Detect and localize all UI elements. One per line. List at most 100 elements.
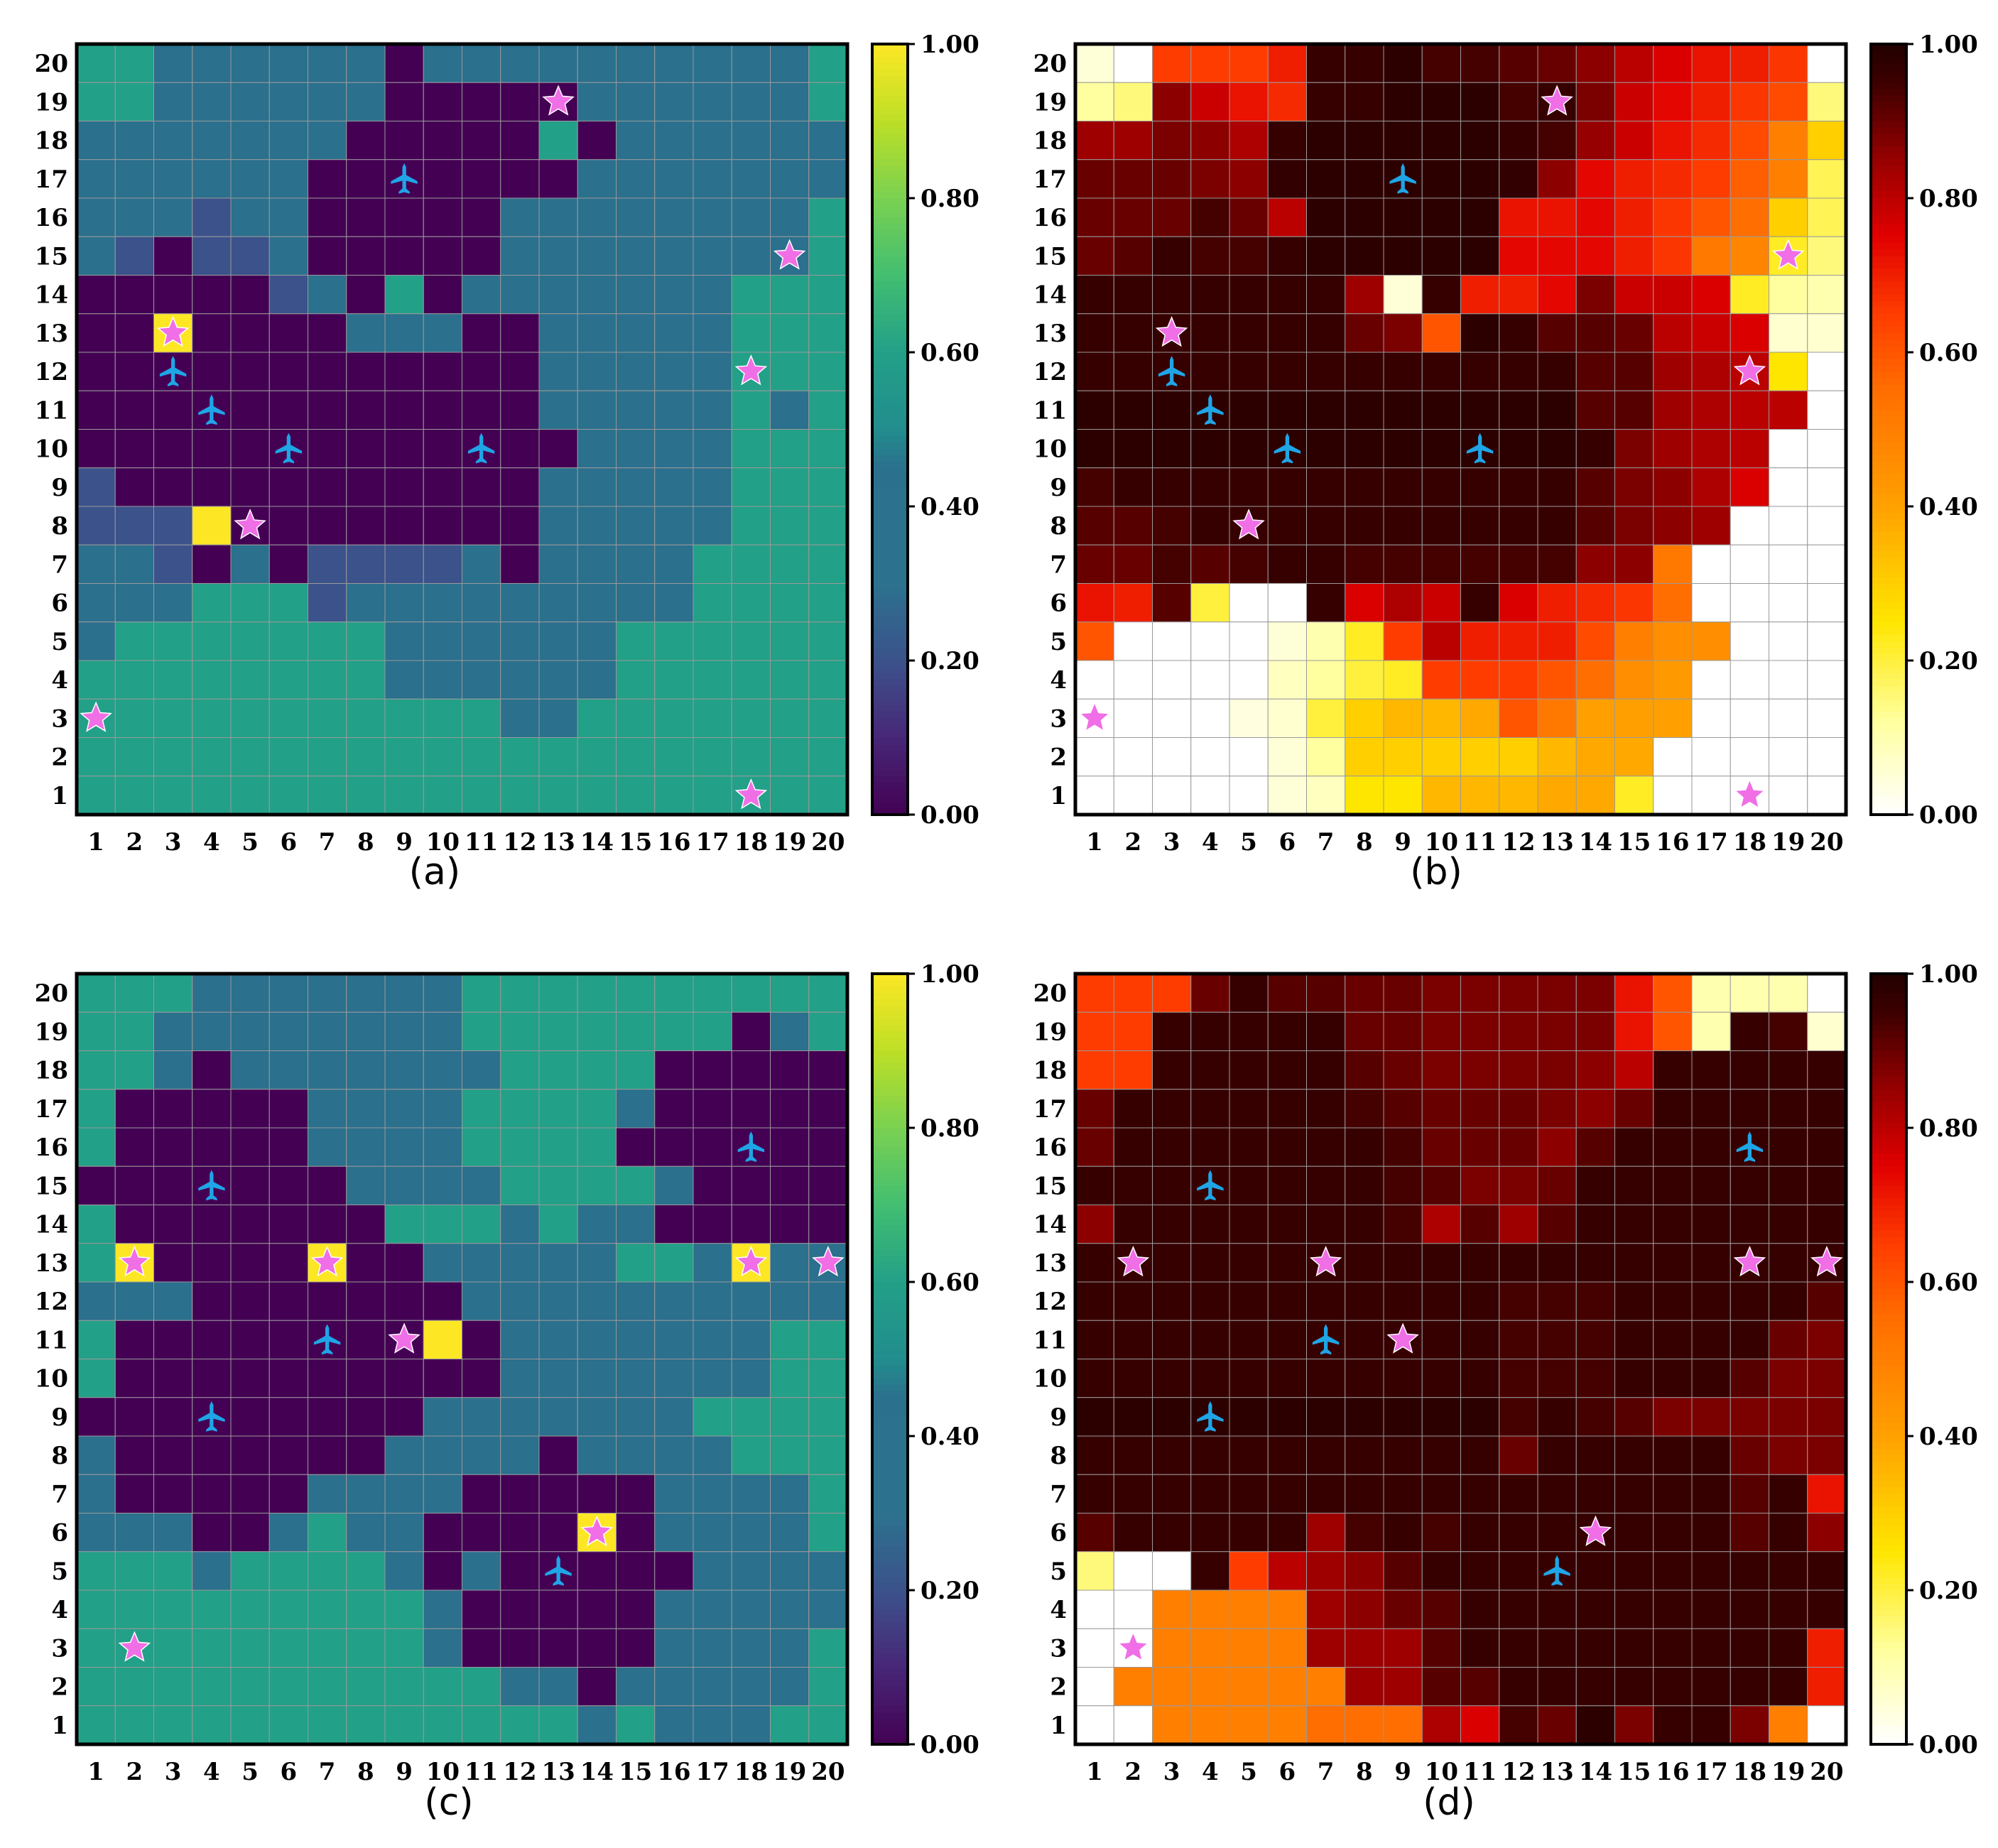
heatmap-cell <box>1152 973 1192 1013</box>
heatmap-cell <box>1113 776 1153 815</box>
heatmap-cell <box>1190 159 1230 199</box>
heatmap-cell <box>268 1513 308 1553</box>
heatmap-cell <box>1653 660 1693 700</box>
heatmap-cell <box>1075 1513 1114 1553</box>
colorbar-segment <box>872 596 908 604</box>
heatmap-cell <box>308 1705 347 1745</box>
heatmap-cell <box>693 1011 732 1051</box>
heatmap-cell <box>1575 1589 1615 1629</box>
heatmap-cell <box>1421 776 1461 815</box>
heatmap-cell <box>268 1320 308 1359</box>
heatmap-cell <box>230 1205 270 1244</box>
y-tick-label: 19 <box>1033 1018 1067 1046</box>
heatmap-cell <box>538 1281 578 1321</box>
heatmap-cell <box>192 1589 232 1629</box>
y-tick-label: 11 <box>1033 396 1067 425</box>
x-tick-label: 17 <box>695 828 729 857</box>
heatmap-cell <box>1113 1397 1153 1437</box>
heatmap-cell <box>1383 737 1423 777</box>
heatmap-cell <box>538 1397 578 1437</box>
heatmap-cell <box>384 236 424 276</box>
colorbar-segment <box>1871 159 1906 167</box>
colorbar-segment <box>1871 1500 1906 1508</box>
heatmap-cell <box>1499 1050 1538 1090</box>
colorbar-segment <box>872 44 908 51</box>
heatmap-cell <box>1575 313 1615 353</box>
heatmap-cell <box>230 429 270 469</box>
target-star-icon <box>1579 1515 1612 1546</box>
heatmap-cell <box>462 1320 501 1359</box>
heatmap-cell <box>1229 621 1269 661</box>
heatmap-cell <box>1807 313 1847 353</box>
heatmap-cell <box>1267 583 1307 623</box>
heatmap-cell <box>1113 1320 1153 1359</box>
heatmap-cell <box>1499 1435 1538 1475</box>
heatmap-cell <box>808 506 848 545</box>
heatmap-cell <box>1614 1551 1654 1591</box>
heatmap-cell <box>346 1050 386 1090</box>
heatmap-cell <box>114 1050 154 1090</box>
colorbar-segment <box>872 121 908 129</box>
colorbar-segment <box>872 307 908 315</box>
x-tick-label: 4 <box>203 828 220 857</box>
heatmap-cell <box>1614 1127 1654 1167</box>
heatmap-cell <box>1421 275 1461 315</box>
colorbar-segment <box>1871 467 1906 475</box>
heatmap-cell <box>654 1320 694 1359</box>
heatmap-cell <box>1345 1281 1384 1321</box>
heatmap-cell <box>577 1435 617 1475</box>
heatmap-cell <box>1345 660 1384 700</box>
heatmap-cell <box>1807 197 1847 237</box>
colorbar-segment <box>1871 1320 1906 1327</box>
colorbar-segment <box>872 1108 908 1116</box>
heatmap-cell <box>153 1551 193 1591</box>
panel-a: 2011921831741651561471381291110101191281… <box>35 31 979 893</box>
heatmap-cell <box>1575 1050 1615 1090</box>
heatmap-cell <box>1190 737 1230 777</box>
colorbar-segment <box>1871 692 1906 700</box>
heatmap-cell <box>654 159 694 199</box>
colorbar-segment <box>872 365 908 372</box>
heatmap-cell <box>1229 1589 1269 1629</box>
heatmap-cell <box>1075 1243 1114 1283</box>
heatmap-cell <box>1267 737 1307 777</box>
heatmap-cell <box>268 660 308 700</box>
heatmap-cell <box>770 506 810 545</box>
heatmap-cell <box>1575 1127 1615 1167</box>
heatmap-cell <box>1229 1513 1269 1553</box>
heatmap-cell <box>770 1165 810 1205</box>
heatmap-cell <box>1614 583 1654 623</box>
y-tick-label: 15 <box>1033 242 1067 271</box>
colorbar-segment <box>872 1224 908 1232</box>
target-star-icon <box>388 1322 420 1354</box>
y-tick-label: 12 <box>1033 358 1067 386</box>
heatmap-cell <box>1691 275 1731 315</box>
heatmap-cell <box>1691 43 1731 83</box>
heatmap-cell <box>1345 1243 1384 1283</box>
heatmap-cell <box>1807 737 1847 777</box>
heatmap-cell <box>308 1011 347 1051</box>
colorbar-segment <box>872 769 908 777</box>
heatmap-cell <box>1267 1435 1307 1475</box>
heatmap-cell <box>1499 1320 1538 1359</box>
heatmap-cell <box>1113 82 1153 121</box>
target-star-icon <box>1541 85 1573 116</box>
heatmap-cell <box>808 197 848 237</box>
heatmap-cell <box>1190 197 1230 237</box>
colorbar-segment <box>1871 1616 1906 1623</box>
heatmap-cell <box>346 1667 386 1707</box>
heatmap-cell <box>192 544 232 584</box>
y-tick-label: 14 <box>35 1211 68 1239</box>
x-tick-label: 20 <box>811 828 845 857</box>
heatmap-cell <box>1190 1551 1230 1591</box>
colorbar-segment <box>872 185 908 192</box>
heatmap-cell <box>1575 82 1615 121</box>
heatmap-cell <box>577 197 617 237</box>
y-tick-label: 1 <box>1050 782 1067 810</box>
colorbar-segment <box>872 1160 908 1167</box>
heatmap-cell <box>654 1628 694 1668</box>
heatmap-cell <box>1345 82 1384 121</box>
heatmap-cell <box>770 1281 810 1321</box>
heatmap-cell <box>423 1667 462 1707</box>
colorbar-segment <box>872 999 908 1006</box>
